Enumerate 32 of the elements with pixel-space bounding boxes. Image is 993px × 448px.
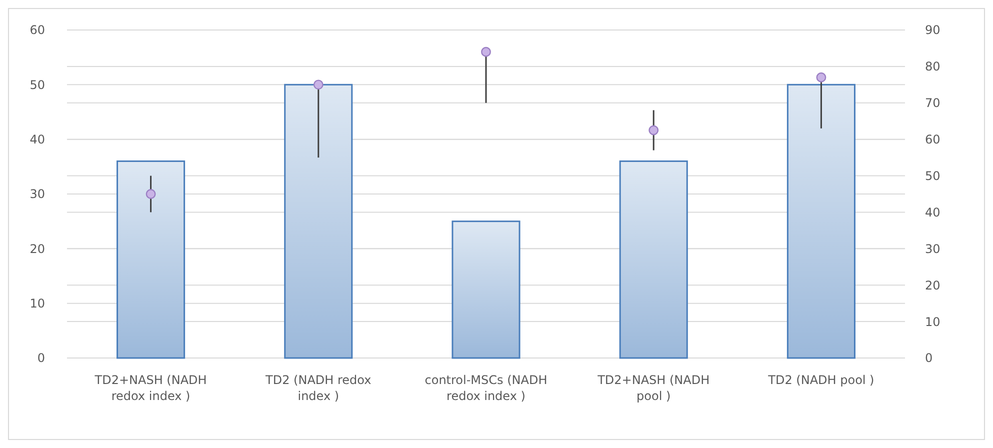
point (146, 189, 156, 199)
bar (619, 160, 688, 359)
bar (284, 84, 353, 359)
point (313, 80, 324, 90)
y2-tick-label: 90 (925, 23, 940, 38)
x-tick-label: TD2 (NADH redox index ) (264, 373, 372, 403)
y2-tick-label: 70 (925, 96, 940, 110)
y2-tick-label: 80 (925, 60, 940, 74)
y-tick-label: 40 (30, 132, 45, 147)
point (481, 46, 491, 57)
bar (786, 84, 856, 359)
y2-tick-label: 20 (925, 278, 940, 292)
y2-tick-label: 10 (925, 314, 940, 329)
y2-tick-label: 50 (925, 168, 940, 183)
y-tick-label: 30 (30, 187, 45, 202)
y-tick-label: 10 (30, 296, 45, 311)
x-tick-label: TD2 (NADH pool ) (767, 373, 874, 387)
y2-tick-label: 60 (925, 132, 940, 147)
y-tick-label: 0 (37, 351, 45, 366)
x-tick-label: TD2+NASH (NADH redox index ) (94, 373, 207, 403)
y2-tick-label: 0 (925, 351, 933, 366)
point (816, 72, 826, 82)
y-tick-label: 60 (30, 23, 45, 38)
bar (116, 160, 186, 359)
y2-tick-label: 40 (925, 205, 940, 220)
y2-tick-label: 30 (925, 242, 940, 256)
bar (452, 220, 520, 359)
point (648, 125, 659, 136)
x-tick-label: control-MSCs (NADH redox index ) (424, 373, 548, 403)
x-tick-label: TD2+NASH (NADH pool ) (596, 373, 710, 403)
y-tick-label: 50 (30, 78, 45, 92)
y-tick-label: 20 (30, 242, 45, 256)
